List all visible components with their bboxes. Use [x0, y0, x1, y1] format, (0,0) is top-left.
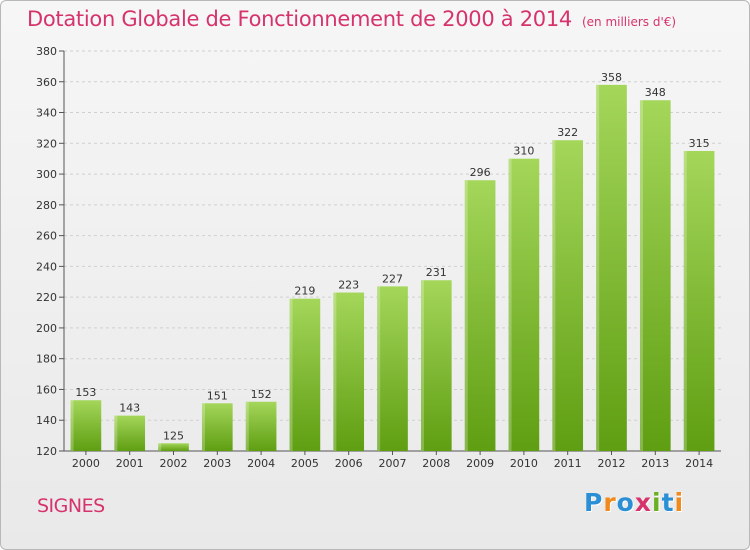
logo-letter: o — [616, 488, 635, 517]
bar-highlight — [596, 84, 600, 451]
x-tick-label: 2014 — [685, 457, 713, 470]
x-tick-label: 2008 — [422, 457, 450, 470]
y-tick-label: 120 — [36, 445, 57, 458]
bar-highlight — [333, 292, 337, 451]
logo-letter: r — [603, 488, 617, 517]
y-tick-label: 320 — [36, 137, 57, 150]
x-tick-label: 2012 — [598, 457, 626, 470]
x-tick-label: 2005 — [291, 457, 319, 470]
x-tick-label: 2001 — [116, 457, 144, 470]
bar-highlight — [70, 400, 74, 451]
value-label: 223 — [338, 279, 359, 292]
y-tick-label: 220 — [36, 291, 57, 304]
value-label: 310 — [513, 145, 534, 158]
bars — [70, 84, 715, 451]
x-tick-label: 2007 — [379, 457, 407, 470]
bar-2010 — [508, 158, 540, 451]
logo-letter: i — [674, 488, 685, 517]
bar-highlight — [377, 286, 381, 451]
commune-name: SIGNES — [37, 495, 105, 517]
chart-unit: (en milliers d'€) — [581, 15, 677, 29]
value-label: 125 — [163, 429, 184, 442]
labels: 120 140 160 180 200 220 240 260 280 300 320 340 360 3… — [36, 45, 713, 470]
bar-highlight — [464, 180, 468, 451]
logo-letter: P — [584, 488, 604, 517]
bar-highlight — [289, 298, 293, 451]
bar-2001 — [114, 415, 146, 451]
bar-highlight — [508, 158, 512, 451]
bar-highlight — [420, 280, 424, 451]
chart-title-row: Dotation Globale de Fonctionnement de 20… — [27, 7, 676, 31]
y-tick-label: 160 — [36, 383, 57, 396]
bar-2013 — [639, 100, 671, 451]
value-label: 151 — [207, 389, 228, 402]
y-tick-label: 240 — [36, 260, 57, 273]
bar-highlight — [639, 100, 643, 451]
chart-title: Dotation Globale de Fonctionnement de 20… — [27, 7, 572, 31]
x-tick-label: 2003 — [203, 457, 231, 470]
bar-2012 — [596, 84, 627, 451]
bar-2005 — [289, 298, 321, 451]
bar-highlight — [552, 140, 556, 451]
x-tick-label: 2010 — [510, 457, 538, 470]
x-tick-label: 2000 — [72, 457, 100, 470]
value-label: 296 — [470, 166, 491, 179]
value-label: 219 — [294, 285, 315, 298]
y-tick-label: 180 — [36, 353, 57, 366]
y-tick-label: 200 — [36, 322, 57, 335]
bar-2003 — [201, 403, 233, 451]
logo-letter: x — [634, 488, 652, 517]
bar-2011 — [552, 140, 584, 451]
bar-2007 — [377, 286, 408, 451]
x-tick-label: 2002 — [160, 457, 188, 470]
value-label: 143 — [119, 402, 140, 415]
bar-highlight — [158, 443, 162, 451]
bar-highlight — [683, 151, 687, 451]
value-label: 231 — [426, 266, 447, 279]
y-tick-label: 340 — [36, 107, 57, 120]
logo-letter: t — [661, 488, 675, 517]
y-tick-label: 360 — [36, 76, 57, 89]
y-tick-label: 300 — [36, 168, 57, 181]
bar-2008 — [420, 280, 452, 451]
value-label: 348 — [645, 86, 666, 99]
bar-2002 — [158, 443, 189, 451]
bar-2006 — [333, 292, 365, 451]
x-tick-label: 2013 — [641, 457, 669, 470]
proxiti-logo: Proxiti — [584, 488, 684, 517]
bar-highlight — [114, 415, 118, 451]
value-label: 322 — [557, 126, 578, 139]
y-tick-label: 260 — [36, 230, 57, 243]
value-label: 358 — [601, 71, 622, 84]
bar-highlight — [201, 403, 205, 451]
y-tick-label: 280 — [36, 199, 57, 212]
bar-2014 — [683, 151, 715, 451]
value-label: 227 — [382, 272, 403, 285]
bar-2004 — [245, 401, 277, 451]
bar-highlight — [245, 401, 249, 451]
x-tick-label: 2006 — [335, 457, 363, 470]
y-tick-label: 380 — [36, 45, 57, 58]
bar-2009 — [464, 180, 496, 451]
x-tick-label: 2011 — [554, 457, 582, 470]
value-label: 152 — [251, 388, 272, 401]
value-label: 153 — [75, 386, 96, 399]
logo-letter: i — [652, 488, 662, 517]
value-label: 315 — [689, 137, 710, 150]
x-tick-label: 2004 — [247, 457, 275, 470]
bar-2000 — [70, 400, 102, 451]
y-tick-label: 140 — [36, 414, 57, 427]
x-tick-label: 2009 — [466, 457, 494, 470]
